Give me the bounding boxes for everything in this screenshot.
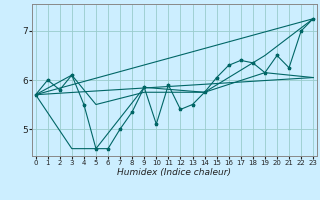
X-axis label: Humidex (Indice chaleur): Humidex (Indice chaleur): [117, 168, 231, 177]
